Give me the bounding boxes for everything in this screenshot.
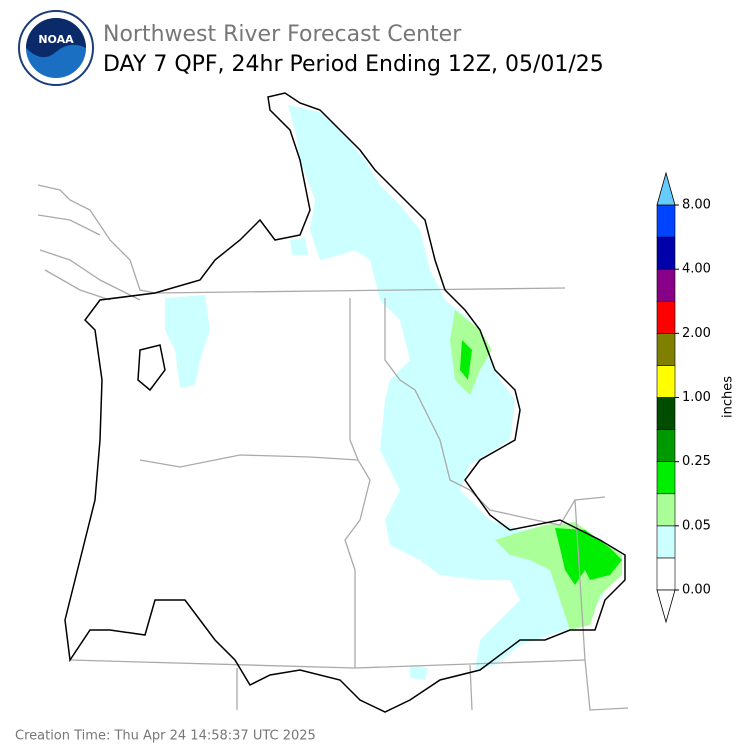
basin-outline: [64, 92, 626, 713]
colorbar-label: inches: [721, 376, 736, 418]
colorbar-bin: [656, 493, 676, 527]
precip-light: [165, 105, 620, 680]
colorbar-tick-label: 0.05: [682, 518, 711, 533]
colorbar-bin: [656, 300, 676, 334]
precip-heavy: [460, 340, 622, 585]
colorbar-bin: [656, 525, 676, 559]
title: Northwest River Forecast Center: [103, 22, 462, 47]
colorbar-bin: [656, 461, 676, 495]
colorbar-bin: [656, 333, 676, 366]
colorbar-over: [656, 171, 676, 206]
colorbar-bin: [656, 397, 676, 430]
colorbar-bin: [656, 268, 676, 302]
colorbar-under: [656, 589, 676, 624]
colorbar: 0.00 0.05 0.25 1.00 2.00 4.00 8.00: [656, 171, 711, 624]
logo-text: NOAA: [38, 33, 74, 46]
creation-time: Creation Time: Thu Apr 24 14:58:37 UTC 2…: [15, 729, 316, 744]
colorbar-tick-label: 8.00: [682, 198, 711, 213]
colorbar-tick-label: 2.00: [682, 326, 711, 341]
puget-sound: [137, 344, 166, 392]
subtitle: DAY 7 QPF, 24hr Period Ending 12Z, 05/01…: [103, 52, 604, 77]
colorbar-bin: [656, 365, 676, 398]
colorbar-tick-label: 4.00: [682, 262, 711, 277]
colorbar-tick-label: 0.25: [682, 454, 711, 469]
logo: NOAA: [18, 10, 94, 86]
colorbar-bin: [656, 236, 676, 270]
colorbar-bin: [656, 429, 676, 462]
colorbar-bin: [656, 557, 676, 591]
colorbar-bin: [656, 204, 676, 238]
map: [37, 92, 629, 713]
colorbar-tick-label: 1.00: [682, 390, 711, 405]
colorbar-tick-label: 0.00: [682, 583, 711, 598]
